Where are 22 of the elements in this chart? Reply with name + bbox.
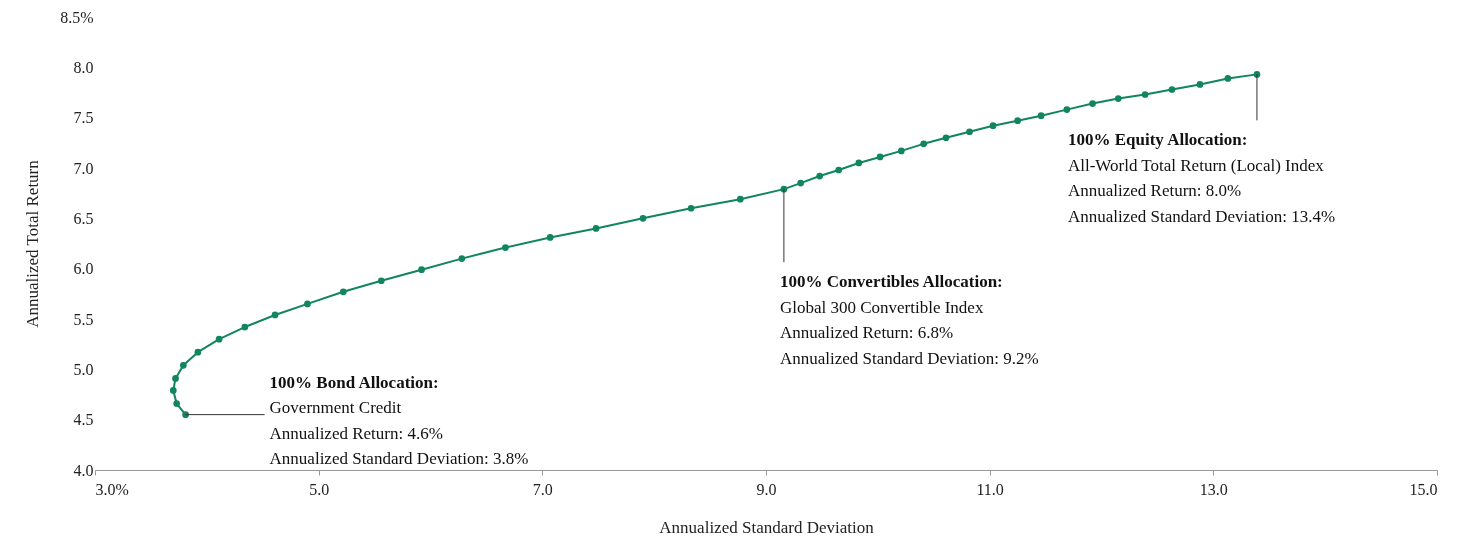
y-tick-label: 6.0 <box>73 260 94 278</box>
y-tick-label: 4.5 <box>73 411 94 429</box>
x-axis-title: Annualized Standard Deviation <box>659 517 875 537</box>
y-tick-label: 7.0 <box>73 159 94 177</box>
y-tick-label: 5.5 <box>73 310 94 328</box>
x-tick-label: 15.0 <box>1409 480 1438 498</box>
x-tick-label: 11.0 <box>976 480 1004 498</box>
annotation: 100% Bond Allocation: Government Credit Annualized Return: 4.6% Annualized Standard Deviation: 3.8% <box>269 372 529 469</box>
y-axis-title: Annualized Total Return <box>23 159 43 328</box>
y-tick-label: 8.0 <box>73 58 94 76</box>
y-tick-label: 8.5% <box>60 8 94 26</box>
y-tick-label: 6.5 <box>73 209 94 227</box>
x-tick-label: 13.0 <box>1199 480 1228 498</box>
annotation: 100% Convertibles Allocation: Global 300 Convertible Index Annualized Return: 6.8% Annualized Standard Deviation: 9.2% <box>779 272 1039 368</box>
y-tick-label: 7.5 <box>73 109 94 127</box>
y-tick-label: 5.0 <box>73 360 94 378</box>
x-tick-label: 9.0 <box>756 480 777 498</box>
x-tick-label: 3.0% <box>95 480 129 498</box>
annotation: 100% Equity Allocation: All-World Total Return (Local) Index Annualized Return: 8.0% Annualized Standard Deviation: 13.4% <box>1067 130 1336 226</box>
x-tick-label: 7.0 <box>532 480 553 498</box>
y-tick-label: 4.0 <box>73 461 94 479</box>
x-tick-label: 5.0 <box>309 480 330 498</box>
